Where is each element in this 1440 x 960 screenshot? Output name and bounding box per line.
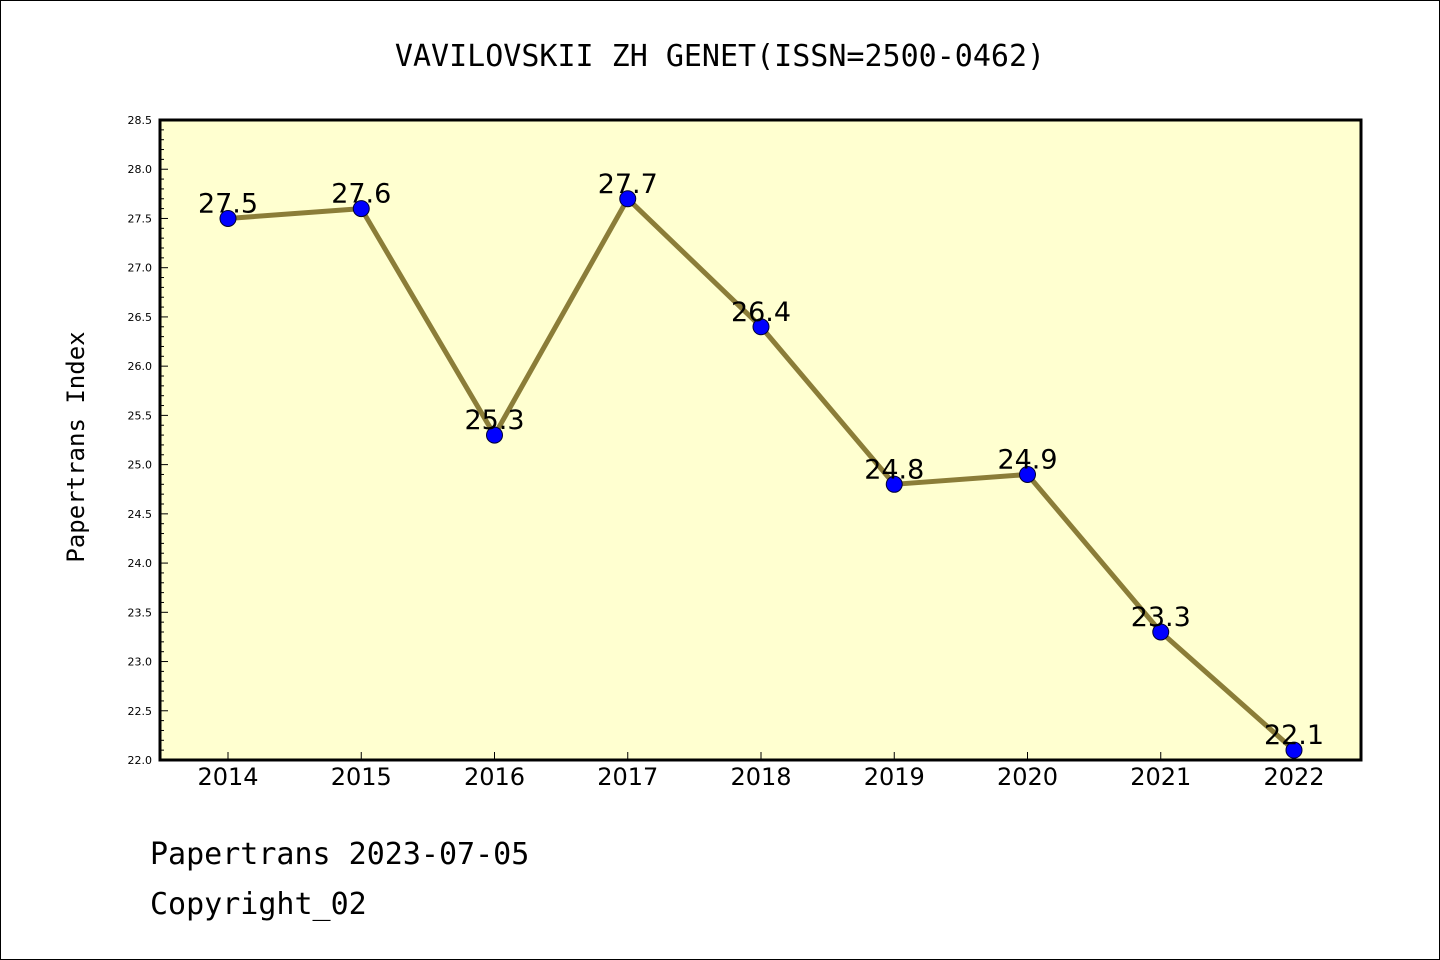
y-tick-label: 26.5	[128, 311, 153, 324]
y-tick-label: 23.5	[128, 606, 153, 619]
x-tick-label: 2019	[864, 763, 925, 791]
y-tick-label: 22.5	[128, 705, 153, 718]
plot-border	[158, 118, 1363, 762]
y-tick-label: 24.5	[128, 508, 153, 521]
data-point	[486, 426, 503, 444]
x-axis: 2014 2015 2016 2017 2018 2019 2020 2021 2022	[197, 752, 1325, 791]
y-tick-label: 23.0	[128, 656, 153, 669]
data-point	[1152, 623, 1170, 641]
data-label: 27.7	[598, 169, 658, 200]
data-label: 22.1	[1264, 720, 1324, 751]
y-tick-label: 25.0	[128, 459, 153, 472]
data-label: 23.3	[1131, 602, 1191, 633]
data-point	[219, 209, 237, 227]
data-point	[1019, 465, 1036, 483]
footer-copyright: Copyright_02	[150, 887, 367, 922]
x-tick-label: 2020	[997, 763, 1058, 791]
x-tick-label: 2016	[464, 763, 525, 791]
y-tick-label: 27.5	[128, 212, 153, 225]
series-markers	[219, 190, 1303, 759]
y-tick-label: 22.0	[128, 754, 153, 767]
data-point	[1285, 741, 1303, 759]
data-label: 25.3	[464, 405, 524, 436]
x-tick-label: 2021	[1130, 763, 1191, 791]
y-tick-label: 24.0	[128, 557, 153, 570]
y-tick-label: 28.0	[128, 163, 153, 176]
data-point	[885, 475, 903, 493]
x-tick-label: 2015	[331, 763, 392, 791]
y-tick-label: 25.5	[128, 409, 153, 422]
chart-title: VAVILOVSKII ZH GENET(ISSN=2500-0462)	[395, 39, 1045, 74]
data-point	[752, 318, 770, 336]
x-tick-label: 2014	[197, 763, 258, 791]
data-point	[619, 190, 637, 208]
data-labels: 27.5 27.6 25.3 27.7 26.4 24.8 24.9 23.3 22.1	[198, 169, 1324, 751]
data-label: 24.9	[997, 444, 1057, 475]
data-label: 26.4	[731, 297, 791, 328]
footer-date: Papertrans 2023-07-05	[150, 837, 529, 872]
x-tick-label: 2017	[597, 763, 658, 791]
plot-area	[160, 120, 1361, 760]
data-label: 27.5	[198, 188, 258, 219]
y-tick-label: 27.0	[128, 262, 153, 275]
data-label: 24.8	[864, 454, 924, 485]
data-label: 27.6	[331, 179, 391, 210]
y-tick-label: 28.5	[128, 114, 153, 127]
y-axis-label: Papertrans Index	[62, 331, 90, 562]
x-tick-label: 2018	[730, 763, 791, 791]
data-point	[352, 200, 370, 218]
y-tick-label: 26.0	[128, 360, 153, 373]
y-axis: 22.0 22.5 23.0 23.5 24.0 24.5 25.0 25.5 26.0 26.5…	[128, 114, 168, 767]
x-tick-label: 2022	[1263, 763, 1324, 791]
